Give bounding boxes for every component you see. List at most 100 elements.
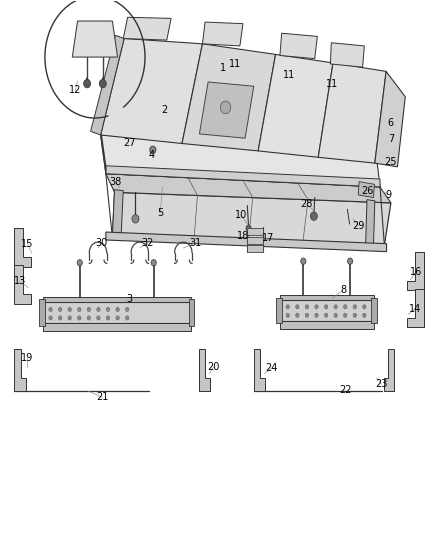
Circle shape [286,305,290,309]
Polygon shape [384,349,394,391]
Circle shape [343,305,347,309]
Circle shape [68,308,71,312]
Polygon shape [199,349,210,391]
Circle shape [353,305,357,309]
Polygon shape [280,320,374,328]
Circle shape [106,308,110,312]
Text: 10: 10 [235,210,247,220]
Polygon shape [182,44,276,151]
Polygon shape [43,297,191,302]
Text: 32: 32 [141,238,153,248]
Polygon shape [101,128,106,174]
Circle shape [305,313,309,317]
Polygon shape [43,323,191,331]
Circle shape [324,313,328,317]
Polygon shape [375,71,405,167]
Circle shape [99,79,106,88]
Polygon shape [101,135,380,187]
Text: 5: 5 [157,208,163,219]
Circle shape [220,101,231,114]
Circle shape [150,146,156,154]
Text: 17: 17 [261,233,274,243]
Circle shape [106,316,110,320]
Text: 16: 16 [410,267,422,277]
Circle shape [116,316,119,320]
Text: 19: 19 [21,353,33,362]
Circle shape [296,313,299,317]
Circle shape [97,308,100,312]
Circle shape [87,316,91,320]
Polygon shape [358,182,374,198]
Circle shape [132,215,139,223]
Circle shape [296,305,299,309]
Circle shape [125,316,129,320]
Circle shape [68,316,71,320]
Polygon shape [14,228,31,266]
Text: 11: 11 [283,70,295,79]
Circle shape [78,316,81,320]
Polygon shape [276,298,282,323]
Text: 14: 14 [409,304,421,314]
Circle shape [324,305,328,309]
Polygon shape [254,349,265,391]
Text: 22: 22 [339,385,351,395]
Polygon shape [72,21,117,57]
Circle shape [347,258,353,264]
Text: 4: 4 [148,150,155,160]
Polygon shape [280,301,374,320]
Text: 27: 27 [124,138,136,148]
Circle shape [125,308,129,312]
FancyBboxPatch shape [247,245,263,252]
Text: 29: 29 [352,221,364,231]
Text: 7: 7 [388,134,394,144]
Text: 11: 11 [326,78,338,88]
Polygon shape [113,190,123,237]
Text: 9: 9 [386,190,392,200]
Polygon shape [14,349,26,391]
Text: 20: 20 [207,362,219,372]
Text: 38: 38 [110,176,121,187]
Polygon shape [202,22,243,46]
Circle shape [363,305,366,309]
Polygon shape [106,232,387,252]
Circle shape [334,305,337,309]
Polygon shape [280,295,374,301]
Text: 3: 3 [127,294,133,304]
Polygon shape [199,82,254,138]
Circle shape [78,308,81,312]
Circle shape [353,313,357,317]
Text: 28: 28 [300,199,312,209]
Polygon shape [43,302,191,323]
Text: 31: 31 [190,238,202,248]
Circle shape [97,316,100,320]
Circle shape [58,308,62,312]
Text: 11: 11 [230,59,242,69]
Circle shape [84,79,91,88]
Circle shape [87,308,91,312]
Circle shape [334,313,337,317]
Polygon shape [280,33,318,59]
Text: 25: 25 [384,157,396,166]
Polygon shape [106,166,380,187]
Text: 21: 21 [96,392,109,402]
FancyBboxPatch shape [247,228,263,235]
Polygon shape [366,200,375,244]
Circle shape [311,212,318,220]
Polygon shape [258,54,333,157]
Polygon shape [407,289,424,327]
Polygon shape [106,174,391,203]
Text: 26: 26 [361,185,373,196]
Polygon shape [407,252,424,290]
Polygon shape [14,265,31,304]
Text: 30: 30 [95,238,108,248]
Circle shape [305,305,309,309]
Polygon shape [91,35,124,135]
FancyBboxPatch shape [247,237,263,244]
Circle shape [49,316,52,320]
Text: 13: 13 [14,276,26,286]
Polygon shape [123,17,171,40]
Polygon shape [318,63,386,163]
Text: 2: 2 [162,105,168,115]
Text: 12: 12 [69,85,81,95]
Polygon shape [188,300,194,326]
